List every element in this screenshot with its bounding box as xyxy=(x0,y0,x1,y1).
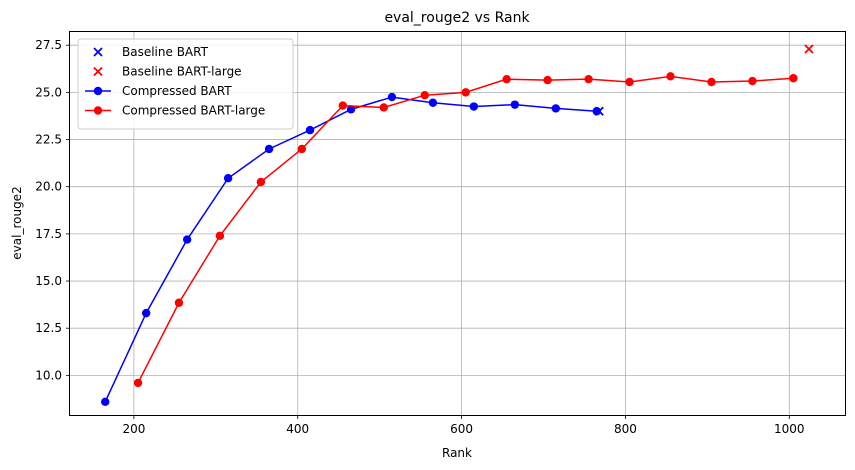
data-point xyxy=(346,105,356,114)
x-axis-title: Rank xyxy=(442,446,472,460)
legend-label: Compressed BART xyxy=(122,84,232,98)
legend-item: Baseline BART xyxy=(93,45,209,59)
y-tick-label: 25.0 xyxy=(35,85,62,99)
data-point xyxy=(174,298,184,307)
data-point xyxy=(141,308,151,318)
data-point xyxy=(707,77,716,87)
y-tick-label: 15.0 xyxy=(35,274,62,288)
ticks: 200 400 600 800 1000 10.0 12.5 15.0 17.5 20.0 22.5… xyxy=(35,38,804,436)
series-layer xyxy=(101,44,814,406)
data-point xyxy=(101,397,110,406)
y-tick-label: 27.5 xyxy=(35,38,62,52)
y-tick-label: 17.5 xyxy=(35,227,62,241)
x-tick-label: 600 xyxy=(450,422,473,436)
grid xyxy=(70,32,845,415)
data-point xyxy=(428,98,438,107)
y-tick-label: 20.0 xyxy=(35,180,62,194)
y-tick-label: 12.5 xyxy=(35,321,62,335)
y-tick-label: 22.5 xyxy=(35,133,62,147)
legend-label: Baseline BART xyxy=(122,45,209,59)
data-point xyxy=(338,101,348,110)
y-axis-title: eval_rouge2 xyxy=(10,186,24,259)
data-point xyxy=(551,104,561,113)
legend-marker xyxy=(93,66,103,77)
data-point xyxy=(804,44,814,54)
data-point xyxy=(256,177,266,187)
x-tick-label: 400 xyxy=(286,422,309,436)
data-point xyxy=(420,91,429,100)
legend: Baseline BART Baseline BART-large Compress… xyxy=(77,38,294,130)
data-point xyxy=(666,72,675,81)
x-tick-label: 800 xyxy=(614,422,637,436)
data-point xyxy=(182,235,192,244)
legend-item: Compressed BART xyxy=(85,84,232,98)
x-tick-label: 200 xyxy=(122,422,145,436)
data-point xyxy=(133,378,143,388)
x-tick-label: 1000 xyxy=(774,422,805,436)
data-point xyxy=(502,74,511,84)
data-point xyxy=(789,74,798,83)
data-point xyxy=(584,74,593,84)
data-point xyxy=(264,144,274,154)
data-point xyxy=(469,102,479,111)
legend-item: Compressed BART-large xyxy=(85,104,265,118)
data-point xyxy=(592,107,601,116)
legend-item: Baseline BART-large xyxy=(93,65,242,79)
data-point xyxy=(387,92,397,102)
data-point xyxy=(223,174,233,183)
data-point xyxy=(543,75,552,85)
data-point xyxy=(625,77,634,87)
series-compressed-bart xyxy=(101,92,601,406)
series-compressed-bart-large xyxy=(133,72,798,388)
legend-box xyxy=(77,38,294,130)
legend-marker xyxy=(93,47,103,57)
data-point xyxy=(305,125,315,135)
data-point xyxy=(297,144,307,154)
legend-label: Compressed BART-large xyxy=(122,104,265,118)
plot-frame xyxy=(69,31,846,416)
chart-title: eval_rouge2 vs Rank xyxy=(384,10,530,26)
data-point xyxy=(510,100,520,109)
legend-label: Baseline BART-large xyxy=(122,65,242,79)
y-tick-label: 10.0 xyxy=(35,368,62,382)
series-baseline-bart-large xyxy=(804,44,814,54)
data-point xyxy=(379,103,388,112)
data-point xyxy=(748,76,757,86)
data-point xyxy=(215,231,225,240)
data-point xyxy=(461,88,470,97)
